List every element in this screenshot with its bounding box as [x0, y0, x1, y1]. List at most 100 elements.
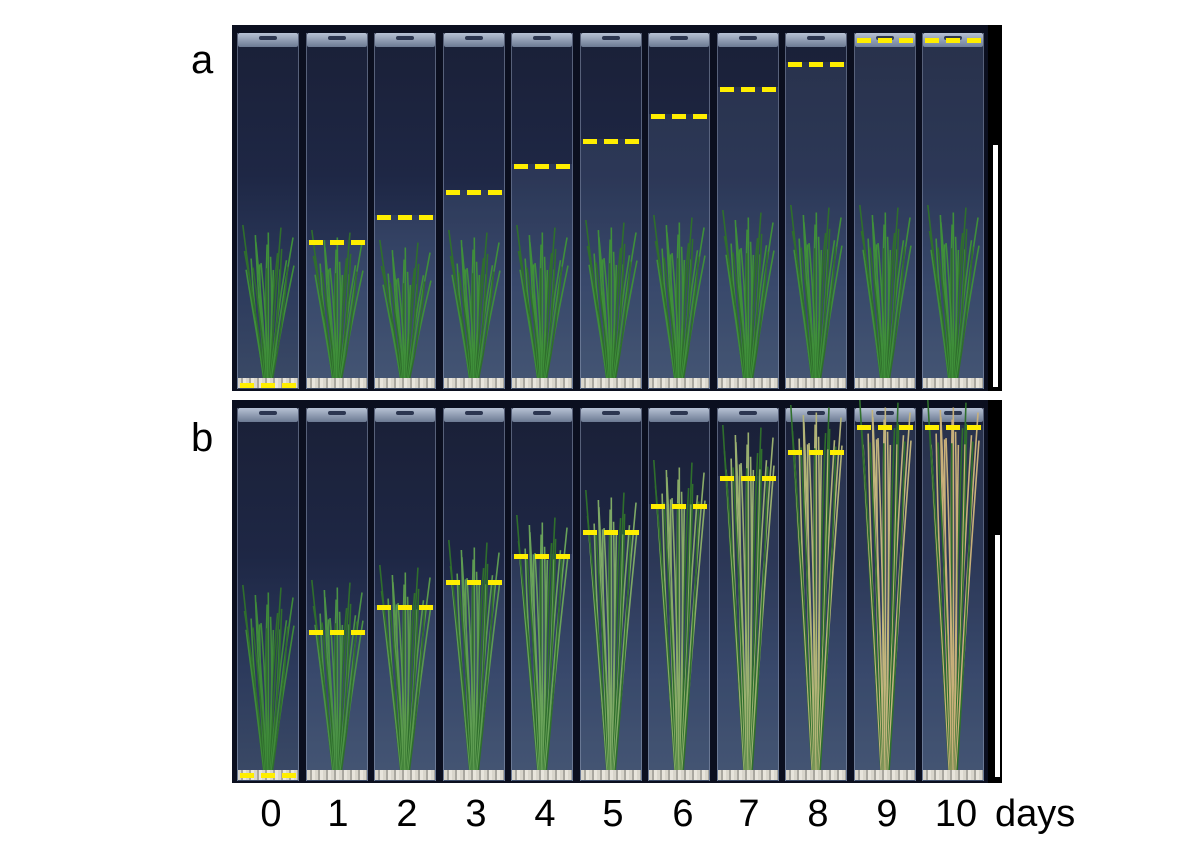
- leaf: [339, 271, 358, 384]
- panel-a-tube-8: [782, 25, 850, 391]
- rice-plant: [790, 404, 843, 776]
- water-level-marker: [788, 62, 844, 67]
- water-level-marker: [445, 190, 502, 195]
- leaf: [928, 425, 952, 776]
- rice-plant: [242, 584, 295, 776]
- rice-plant: [653, 214, 706, 384]
- leaf: [611, 222, 625, 384]
- leaf: [860, 230, 883, 384]
- gravel-bed: [512, 378, 572, 388]
- leaf: [681, 227, 705, 384]
- panel-b-tube-5: [577, 400, 645, 783]
- leaf: [681, 501, 700, 776]
- panel-a-photo: [232, 25, 1002, 391]
- water-level-marker: [651, 504, 707, 509]
- leaf: [887, 246, 906, 384]
- leaf: [475, 552, 500, 776]
- leaf: [337, 582, 351, 776]
- rice-plant: [516, 224, 569, 384]
- leaf: [243, 610, 267, 776]
- gravel-bed: [854, 378, 915, 388]
- panel-a-tube-0: [234, 25, 302, 391]
- leaf: [748, 212, 762, 384]
- panel-a-tube-5: [577, 25, 645, 391]
- tube-cap: [443, 408, 504, 422]
- leaf: [544, 556, 563, 776]
- leaf: [884, 431, 889, 776]
- panel-a-tube-7: [714, 25, 782, 391]
- water-level-marker: [856, 425, 913, 430]
- panel-label-b: b: [191, 416, 214, 460]
- tube-cap: [580, 33, 641, 47]
- gravel-bed: [580, 378, 641, 388]
- leaf: [474, 232, 488, 384]
- leaf: [612, 232, 637, 384]
- rice-plant: [310, 229, 364, 384]
- leaf: [654, 240, 678, 384]
- leaf: [750, 251, 769, 384]
- leaf: [818, 217, 842, 384]
- rice-plant: [721, 209, 775, 384]
- leaf: [791, 230, 815, 384]
- gravel-bed: [649, 770, 709, 780]
- gravel-bed: [717, 378, 778, 388]
- leaf: [955, 412, 979, 776]
- gravel-bed: [580, 770, 641, 780]
- day-label-3: 3: [465, 793, 487, 835]
- leaf: [816, 207, 830, 384]
- day-label-0: 0: [260, 793, 282, 835]
- gravel-bed: [717, 770, 778, 780]
- tube-cap: [786, 33, 846, 47]
- leaf: [312, 605, 335, 776]
- leaf: [816, 436, 821, 776]
- water-level-marker: [925, 425, 981, 430]
- gravel-bed: [306, 770, 367, 780]
- leaf: [955, 217, 979, 384]
- panel-b-tube-3: [440, 400, 508, 783]
- water-level-marker: [582, 139, 639, 144]
- leaf: [270, 237, 294, 384]
- leaf: [586, 515, 609, 776]
- day-label-7: 7: [738, 793, 760, 835]
- tube-cap: [375, 408, 435, 422]
- water-level-marker: [308, 240, 365, 245]
- leaf: [338, 242, 363, 384]
- gravel-bed: [923, 770, 983, 780]
- gravel-bed: [443, 378, 504, 388]
- leaf: [407, 577, 431, 776]
- leaf: [886, 217, 911, 384]
- gravel-bed: [306, 378, 367, 388]
- leaf: [654, 485, 678, 776]
- panel-a-tube-3: [440, 25, 508, 391]
- tube-cap: [238, 33, 298, 47]
- leaf: [268, 227, 282, 384]
- leaf: [517, 540, 541, 776]
- leaf: [517, 250, 541, 384]
- panel-b-tube-2: [371, 400, 439, 783]
- leaf: [450, 274, 472, 384]
- leaf: [474, 542, 488, 776]
- day-label-9: 9: [876, 793, 898, 835]
- leaf: [382, 284, 403, 384]
- leaf: [679, 217, 693, 384]
- gravel-bed: [443, 770, 504, 780]
- panel-b-tube-1: [303, 400, 371, 783]
- leaf: [405, 567, 419, 776]
- tube-cap: [717, 33, 778, 47]
- leaf: [380, 265, 404, 384]
- leaf: [544, 266, 563, 384]
- day-label-4: 4: [534, 793, 556, 835]
- tube-cap: [649, 33, 709, 47]
- rice-plant: [858, 400, 912, 776]
- gravel-bed: [786, 770, 846, 780]
- leaf: [407, 281, 426, 384]
- leaf: [953, 207, 967, 384]
- leaf: [613, 531, 632, 776]
- water-level-marker: [582, 530, 639, 535]
- panel-a-tube-10: [919, 25, 987, 391]
- leaf: [612, 502, 637, 776]
- leaf: [953, 431, 958, 776]
- tube-cap: [443, 33, 504, 47]
- panel-b-tube-7: [714, 400, 782, 783]
- leaf: [476, 271, 495, 384]
